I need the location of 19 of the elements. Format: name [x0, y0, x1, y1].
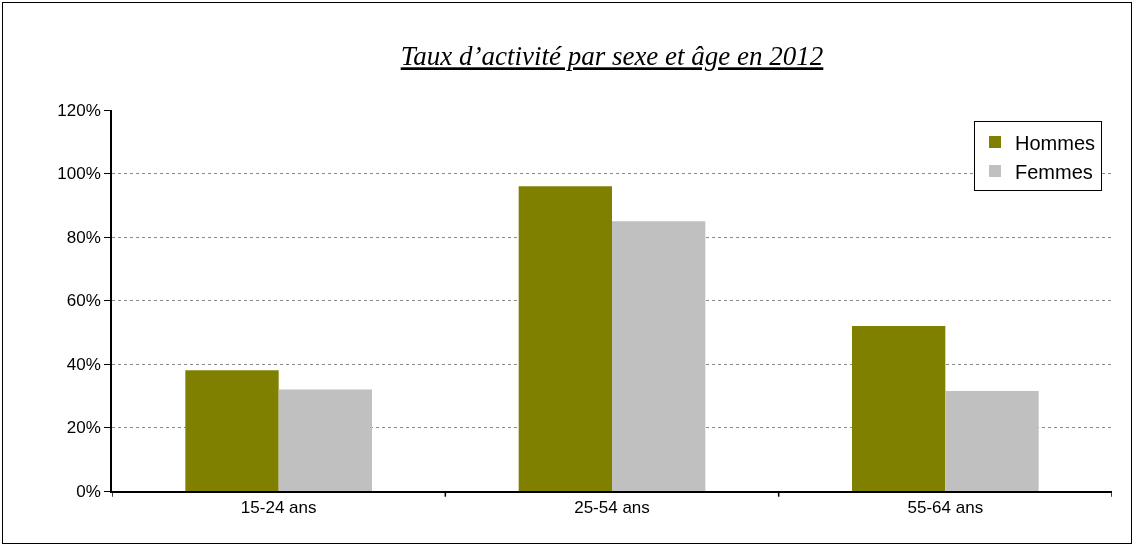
bar: [518, 186, 612, 491]
chart-title: Taux d’activité par sexe et âge en 2012: [400, 41, 824, 72]
bar: [185, 370, 279, 491]
bar: [278, 389, 372, 491]
bar: [945, 390, 1039, 491]
y-tick-label: 20%: [66, 418, 101, 438]
legend-label: Hommes: [1015, 131, 1096, 154]
bar: [612, 221, 706, 491]
legend-label: Femmes: [1015, 160, 1093, 183]
x-tick-label: 25-54 ans: [574, 498, 650, 518]
y-tick-label: 120%: [57, 100, 101, 120]
y-tick-label: 80%: [66, 227, 101, 247]
y-tick-label: 40%: [66, 354, 101, 374]
x-tick-label: 15-24 ans: [240, 498, 317, 518]
y-tick-label: 0%: [76, 481, 101, 501]
bar: [852, 325, 946, 491]
x-tick-label: 55-64 ans: [907, 498, 984, 518]
y-tick-label: 100%: [57, 164, 101, 184]
y-tick-label: 60%: [66, 291, 101, 311]
